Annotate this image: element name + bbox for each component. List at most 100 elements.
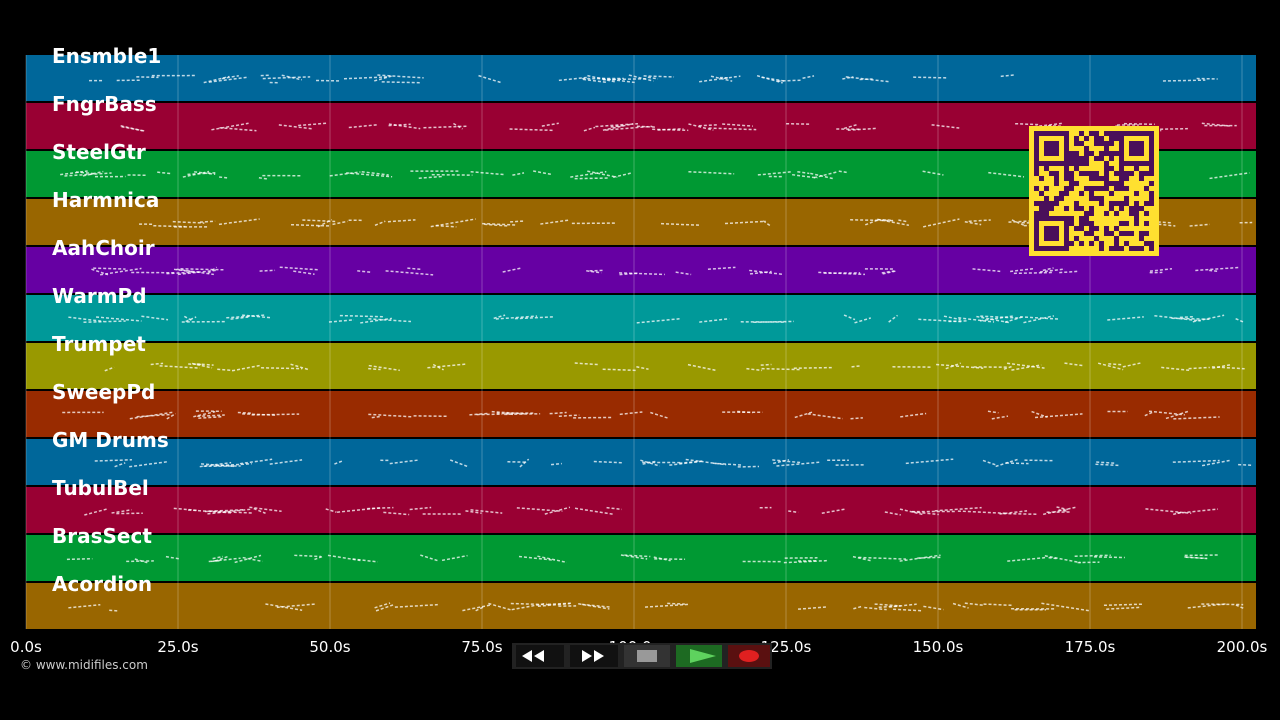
note xyxy=(699,317,730,323)
note xyxy=(541,122,559,127)
qr-module xyxy=(1119,176,1124,181)
icon xyxy=(522,650,544,662)
track-name: GM Drums xyxy=(52,428,169,452)
note xyxy=(453,122,463,130)
qr-module xyxy=(1089,241,1094,246)
note xyxy=(510,220,525,223)
qr-module xyxy=(1109,231,1114,236)
note xyxy=(708,127,757,131)
qr-module xyxy=(1149,201,1154,206)
note xyxy=(1004,315,1024,323)
note xyxy=(1031,410,1048,418)
note xyxy=(853,605,864,610)
note xyxy=(68,316,104,323)
qr-module xyxy=(1084,221,1089,226)
note xyxy=(94,459,132,462)
qr-module xyxy=(1084,231,1089,236)
forward-button[interactable] xyxy=(570,645,618,667)
note xyxy=(1155,127,1188,131)
note xyxy=(488,602,512,611)
note xyxy=(1108,363,1122,366)
rewind-button[interactable] xyxy=(516,645,564,667)
record-button[interactable] xyxy=(728,645,770,667)
note xyxy=(1011,364,1042,371)
qr-module xyxy=(1069,241,1074,246)
qr-module xyxy=(1054,176,1059,181)
note xyxy=(172,220,205,224)
note xyxy=(234,554,262,564)
qr-module xyxy=(1069,171,1074,176)
qr-module xyxy=(1134,166,1139,171)
icon xyxy=(739,650,759,662)
note xyxy=(388,123,421,130)
note xyxy=(821,508,846,515)
note xyxy=(173,507,198,512)
qr-module xyxy=(1089,221,1094,226)
note xyxy=(211,559,220,563)
note xyxy=(698,124,719,127)
note xyxy=(441,554,468,562)
note xyxy=(1096,461,1116,464)
note xyxy=(198,415,224,420)
note xyxy=(261,367,303,370)
note xyxy=(688,170,735,175)
note xyxy=(1097,362,1124,371)
note xyxy=(987,410,999,414)
note xyxy=(1010,267,1035,273)
stop-button[interactable] xyxy=(624,645,670,667)
note xyxy=(602,368,637,372)
note xyxy=(653,556,671,562)
note xyxy=(226,314,265,319)
play-button[interactable] xyxy=(676,645,722,667)
tick-label: 175.0s xyxy=(1065,638,1116,656)
note xyxy=(495,315,538,320)
note xyxy=(493,314,506,320)
qr-module xyxy=(1139,236,1144,241)
note xyxy=(724,220,766,225)
note xyxy=(375,603,396,612)
qr-module xyxy=(1134,191,1139,196)
note xyxy=(1144,411,1154,417)
note xyxy=(899,508,924,516)
qr-module xyxy=(1089,176,1094,181)
note xyxy=(377,74,424,79)
tick-label: 25.0s xyxy=(157,638,198,656)
note xyxy=(327,554,361,562)
qr-module xyxy=(1109,201,1114,206)
note xyxy=(381,81,421,84)
note xyxy=(667,602,685,605)
track-band xyxy=(26,583,1256,629)
qr-module xyxy=(1109,191,1114,196)
note xyxy=(797,170,810,175)
qr-module xyxy=(1104,226,1109,231)
note xyxy=(1171,317,1211,321)
qr-module xyxy=(1069,181,1074,186)
track-band xyxy=(26,295,1256,341)
note xyxy=(783,559,829,564)
qr-module xyxy=(1069,156,1074,161)
note xyxy=(407,267,422,271)
note xyxy=(913,76,947,79)
note xyxy=(1149,268,1173,272)
qr-module xyxy=(1034,211,1039,216)
note xyxy=(1056,506,1068,511)
note xyxy=(549,411,567,415)
qr-module xyxy=(1099,201,1104,206)
qr-module xyxy=(1144,211,1149,216)
qr-module xyxy=(1074,156,1079,161)
note xyxy=(912,511,939,516)
note xyxy=(1189,223,1210,227)
note xyxy=(642,460,657,465)
qr-module xyxy=(1109,131,1114,136)
track-band xyxy=(26,391,1256,437)
qr-module xyxy=(1104,181,1109,186)
note xyxy=(852,555,872,562)
note xyxy=(237,411,253,414)
note xyxy=(619,272,640,276)
qr-module xyxy=(1089,151,1094,156)
note xyxy=(1041,602,1089,612)
qr-module xyxy=(1044,206,1049,211)
note xyxy=(1187,602,1228,609)
qr-module xyxy=(1034,166,1039,171)
note xyxy=(239,458,273,465)
